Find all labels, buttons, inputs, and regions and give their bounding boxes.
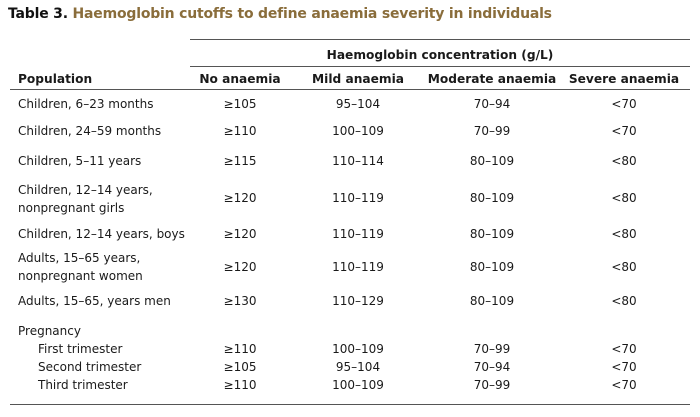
- table-row-population-line2: nonpregnant girls: [18, 201, 125, 215]
- table-cell: <80: [611, 191, 637, 205]
- table-cell: ≥110: [223, 378, 257, 392]
- table-cell: 110–129: [332, 294, 384, 308]
- table-cell: 70–99: [473, 124, 511, 138]
- table-cell: ≥105: [223, 360, 257, 374]
- table-cell: <80: [611, 260, 637, 274]
- column-header-severe-anaemia: Severe anaemia: [568, 72, 680, 86]
- top-rule: [190, 39, 690, 40]
- table-cell: 100–109: [332, 378, 384, 392]
- table-cell: <80: [611, 154, 637, 168]
- table-row-population: Children, 5–11 years: [18, 154, 142, 168]
- table-cell: <70: [611, 97, 637, 111]
- table-caption: Haemoglobin cutoffs to define anaemia se…: [72, 6, 552, 22]
- table-cell: 80–109: [469, 227, 515, 241]
- table-title: Table 3. Haemoglobin cutoffs to define a…: [8, 6, 552, 22]
- table-cell: <70: [611, 342, 637, 356]
- group-rule: [190, 66, 690, 67]
- table-cell: 70–94: [473, 97, 511, 111]
- table-row-population: Children, 6–23 months: [18, 97, 154, 111]
- table-cell: 110–114: [332, 154, 384, 168]
- table-cell: 70–94: [473, 360, 511, 374]
- table-cell: ≥105: [223, 97, 257, 111]
- pregnancy-row-population: First trimester: [38, 342, 123, 356]
- table-cell: 70–99: [473, 342, 511, 356]
- pregnancy-row-population: Second trimester: [38, 360, 142, 374]
- table-cell: ≥130: [223, 294, 257, 308]
- pregnancy-row-population: Third trimester: [38, 378, 128, 392]
- table-cell: 110–119: [332, 260, 384, 274]
- table-row-population: Adults, 15–65 years,: [18, 251, 141, 265]
- table-row-population: Children, 12–14 years, boys: [18, 227, 185, 241]
- table-cell: <80: [611, 294, 637, 308]
- table-cell: ≥120: [223, 260, 257, 274]
- table-cell: <80: [611, 227, 637, 241]
- table-cell: ≥115: [223, 154, 257, 168]
- table-cell: 100–109: [332, 124, 384, 138]
- table-cell: 80–109: [469, 191, 515, 205]
- table-row-population: Children, 12–14 years,: [18, 183, 153, 197]
- table-cell: 95–104: [335, 97, 381, 111]
- table-row-population-line2: nonpregnant women: [18, 269, 143, 283]
- table-cell: ≥110: [223, 124, 257, 138]
- column-header-moderate-anaemia: Moderate anaemia: [427, 72, 557, 86]
- table-cell: 80–109: [469, 260, 515, 274]
- pregnancy-group-label: Pregnancy: [18, 324, 81, 338]
- table-number: Table 3.: [8, 6, 68, 22]
- column-header-no-anaemia: No anaemia: [199, 72, 281, 86]
- table-row-population: Children, 24–59 months: [18, 124, 162, 138]
- table-row-population: Adults, 15–65, years men: [18, 294, 171, 308]
- table-cell: ≥120: [223, 227, 257, 241]
- table-cell: 100–109: [332, 342, 384, 356]
- table-cell: 110–119: [332, 191, 384, 205]
- table-cell: ≥110: [223, 342, 257, 356]
- table-cell: ≥120: [223, 191, 257, 205]
- table-cell: 80–109: [469, 154, 515, 168]
- column-header-mild-anaemia: Mild anaemia: [312, 72, 404, 86]
- header-rule: [10, 89, 690, 90]
- population-header: Population: [18, 72, 93, 86]
- table-cell: <70: [611, 360, 637, 374]
- table-cell: <70: [611, 378, 637, 392]
- table-cell: 80–109: [469, 294, 515, 308]
- bottom-rule: [10, 404, 690, 405]
- table-cell: 110–119: [332, 227, 384, 241]
- column-group-header: Haemoglobin concentration (g/L): [326, 48, 554, 62]
- table-cell: <70: [611, 124, 637, 138]
- table-cell: 70–99: [473, 378, 511, 392]
- table-cell: 95–104: [335, 360, 381, 374]
